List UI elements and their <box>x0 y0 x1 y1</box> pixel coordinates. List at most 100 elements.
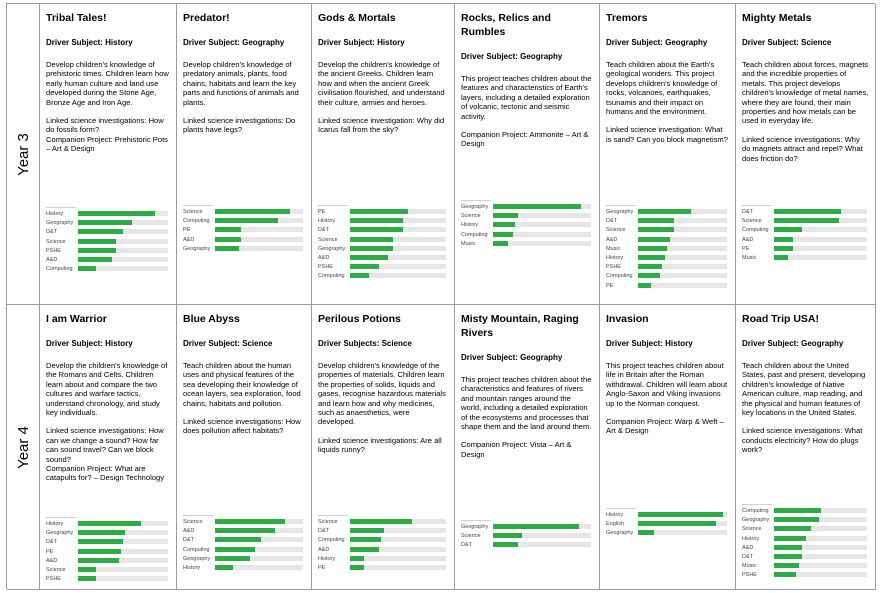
subject-row: PE <box>40 548 176 557</box>
project-cell: Road Trip USA! Driver Subject: Geography T… <box>736 305 876 590</box>
subject-row: PE <box>600 282 735 291</box>
subject-label: D&T <box>461 542 472 549</box>
subject-row: Geography <box>736 516 875 525</box>
curriculum-grid: Year 3 Tribal Tales! Driver Subject: Histo… <box>6 3 876 590</box>
project-title: Gods & Mortals <box>318 12 396 24</box>
subject-label: Science <box>461 533 481 540</box>
subject-bar <box>350 546 379 552</box>
subject-row: D&T <box>600 217 735 226</box>
project-cell: Invasion Driver Subject: History This proj… <box>600 305 736 590</box>
linked-investigations: Linked science investigations: Why do ma… <box>742 134 863 163</box>
subject-bar <box>215 546 256 552</box>
subject-bar <box>638 530 655 536</box>
subject-chart: History Geography D&T PE A&D Science PSHE <box>40 517 176 588</box>
subject-bar <box>350 537 381 543</box>
project-title: Predator! <box>183 12 230 24</box>
subject-chart: History English Geography <box>600 508 735 543</box>
subject-chart: Science D&T Computing A&D History PE <box>312 515 454 577</box>
chart-baseline <box>461 200 491 201</box>
subject-label: Science <box>742 218 762 225</box>
subject-row: History <box>40 210 176 219</box>
subject-bar <box>78 229 123 235</box>
subject-bar-track <box>774 554 867 559</box>
subject-label: Music <box>742 255 757 261</box>
linked-investigations: Linked science investigations: How can w… <box>46 426 164 464</box>
subject-row: Music <box>736 562 875 571</box>
project-description: Develop children's knowledge of predator… <box>183 60 299 107</box>
subject-chart: D&T Science Computing A&D PE Music <box>736 205 875 267</box>
project-title: Rocks, Relics and Rumbles <box>461 12 551 38</box>
subject-bar-track <box>350 236 446 242</box>
subject-bar-track <box>493 204 591 209</box>
subject-bar <box>493 533 523 539</box>
subject-bar-track <box>78 257 168 262</box>
subject-row: A&D <box>312 254 454 263</box>
project-title: Perilous Potions <box>318 313 401 325</box>
subject-bar <box>78 548 122 554</box>
subject-bar-track <box>78 211 168 216</box>
subject-bar-track <box>638 521 727 527</box>
subject-label: Computing <box>183 218 210 225</box>
subject-row: PSHE <box>40 247 176 256</box>
subject-label: Geography <box>46 530 74 537</box>
linked-investigations: Linked science investigation: Why did Ic… <box>318 116 445 135</box>
subject-bar <box>493 222 515 228</box>
driver-subject: Driver Subject: Geography <box>461 52 563 61</box>
subject-bar-track <box>350 528 446 534</box>
subject-row: A&D <box>177 236 311 245</box>
subject-bar-track <box>493 231 591 237</box>
subject-bar-track <box>215 227 303 233</box>
subject-label: Science <box>742 526 762 533</box>
chart-baseline <box>742 504 772 505</box>
linked-investigations: Linked science investigations: How does … <box>183 417 301 436</box>
subject-label: D&T <box>318 227 329 234</box>
subject-bar-track <box>774 572 867 578</box>
subject-row: Computing <box>736 226 875 235</box>
subject-bar <box>493 240 508 246</box>
subject-bar-track <box>774 544 867 550</box>
subject-row: PE <box>312 564 454 573</box>
subject-bar-track <box>350 273 446 279</box>
subject-label: A&D <box>318 546 330 553</box>
linked-investigations: Linked science investigations: Are all l… <box>318 435 442 455</box>
subject-row: D&T <box>736 553 875 562</box>
subject-label: Science <box>318 519 338 525</box>
subject-chart: History Geography D&T Science PSHE A&D Computi… <box>40 207 176 278</box>
subject-bar <box>78 238 116 244</box>
subject-label: D&T <box>46 539 57 546</box>
subject-bar-track <box>78 530 168 536</box>
project-cell: Misty Mountain, Raging Rivers Driver Subj… <box>455 305 600 590</box>
subject-label: Computing <box>742 508 769 514</box>
linked-investigations: Linked science investigations: Do plants… <box>183 116 296 135</box>
subject-row: History <box>600 254 735 263</box>
subject-bar <box>350 236 394 242</box>
project-title: I am Warrior <box>46 313 107 325</box>
subject-bar <box>215 555 251 561</box>
subject-bar-track <box>78 567 168 572</box>
subject-bar <box>350 218 403 224</box>
subject-bar <box>638 245 668 251</box>
subject-label: D&T <box>742 554 753 560</box>
subject-row: PSHE <box>600 263 735 272</box>
subject-row: Computing <box>312 536 454 545</box>
driver-subject: Driver Subject: History <box>318 38 405 47</box>
subject-bar-track <box>774 236 867 242</box>
subject-row: Geography <box>600 208 735 217</box>
subject-bar <box>774 227 802 233</box>
subject-bar <box>493 213 518 219</box>
subject-bar <box>638 218 674 224</box>
subject-bar-track <box>350 227 446 233</box>
subject-bar <box>215 565 233 570</box>
subject-bar-track <box>78 266 168 272</box>
subject-label: Science <box>183 209 203 215</box>
subject-row: Geography <box>600 529 735 538</box>
project-description: Develop the children's knowledge of the … <box>46 361 168 418</box>
subject-bar <box>774 554 802 559</box>
subject-label: Geography <box>461 204 489 210</box>
subject-row: History <box>455 221 599 230</box>
subject-bar-track <box>638 245 727 251</box>
subject-bar <box>78 530 125 536</box>
project-description: Teach children about the human uses and … <box>183 361 301 408</box>
subject-bar <box>638 282 652 288</box>
subject-row: Geography <box>455 523 599 532</box>
